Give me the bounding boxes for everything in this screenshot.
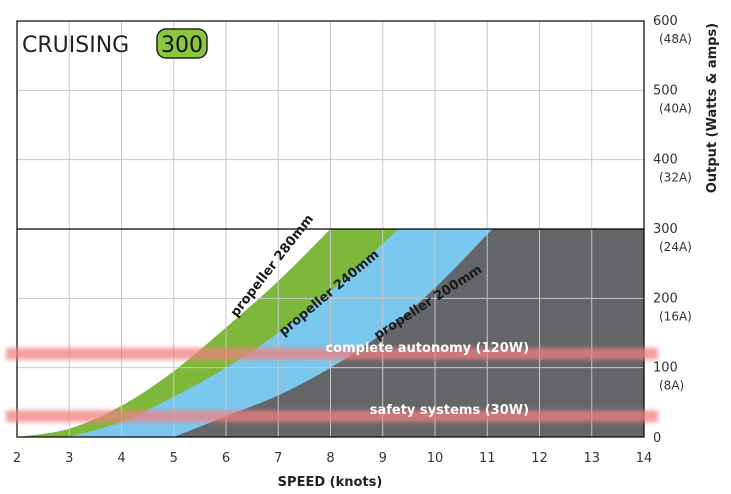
annotation-band-1 bbox=[6, 347, 658, 360]
x-tick-label: 10 bbox=[427, 451, 444, 466]
annotation-band-2 bbox=[6, 410, 658, 423]
x-tick-label: 9 bbox=[379, 451, 387, 466]
x-tick-label: 4 bbox=[117, 451, 125, 466]
y-tick-amps-label: (24A) bbox=[659, 240, 692, 254]
logo-text: CRUISING bbox=[22, 33, 129, 58]
x-tick-label: 3 bbox=[65, 451, 73, 466]
y-tick-label: 200 bbox=[653, 291, 678, 306]
x-tick-label: 7 bbox=[274, 451, 282, 466]
x-tick-label: 14 bbox=[636, 451, 653, 466]
x-tick-label: 6 bbox=[222, 451, 230, 466]
y-tick-amps-label: (48A) bbox=[659, 32, 692, 46]
y-tick-amps-label: (40A) bbox=[659, 101, 692, 115]
x-tick-label: 13 bbox=[583, 451, 600, 466]
y-tick-amps-label: (32A) bbox=[659, 171, 692, 185]
y-tick-amps-label: (8A) bbox=[659, 379, 684, 393]
y-tick-label: 600 bbox=[653, 14, 678, 29]
cruising-300-logo: CRUISING 300 bbox=[22, 28, 208, 59]
x-tick-label: 5 bbox=[170, 451, 178, 466]
plot-frame bbox=[16, 20, 645, 438]
y-tick-label: 500 bbox=[653, 83, 678, 98]
y-tick-label: 400 bbox=[653, 153, 678, 168]
y-tick-label: 0 bbox=[653, 431, 661, 446]
x-axis-title: SPEED (knots) bbox=[278, 475, 383, 490]
y-tick-label: 100 bbox=[653, 361, 678, 376]
area-series-3 bbox=[173, 229, 644, 437]
logo-badge bbox=[156, 28, 208, 59]
x-tick-label: 12 bbox=[531, 451, 548, 466]
x-tick-label: 8 bbox=[326, 451, 334, 466]
logo-model: 300 bbox=[161, 33, 203, 58]
y-tick-label: 300 bbox=[653, 222, 678, 237]
y-axis-title: Output (Watts & amps) bbox=[705, 23, 720, 193]
x-tick-label: 11 bbox=[479, 451, 496, 466]
annotation-label-2: safety systems (30W) bbox=[370, 403, 529, 418]
y-tick-amps-label: (16A) bbox=[659, 309, 692, 323]
annotation-label-1: complete autonomy (120W) bbox=[325, 341, 529, 356]
x-tick-label: 2 bbox=[13, 451, 21, 466]
